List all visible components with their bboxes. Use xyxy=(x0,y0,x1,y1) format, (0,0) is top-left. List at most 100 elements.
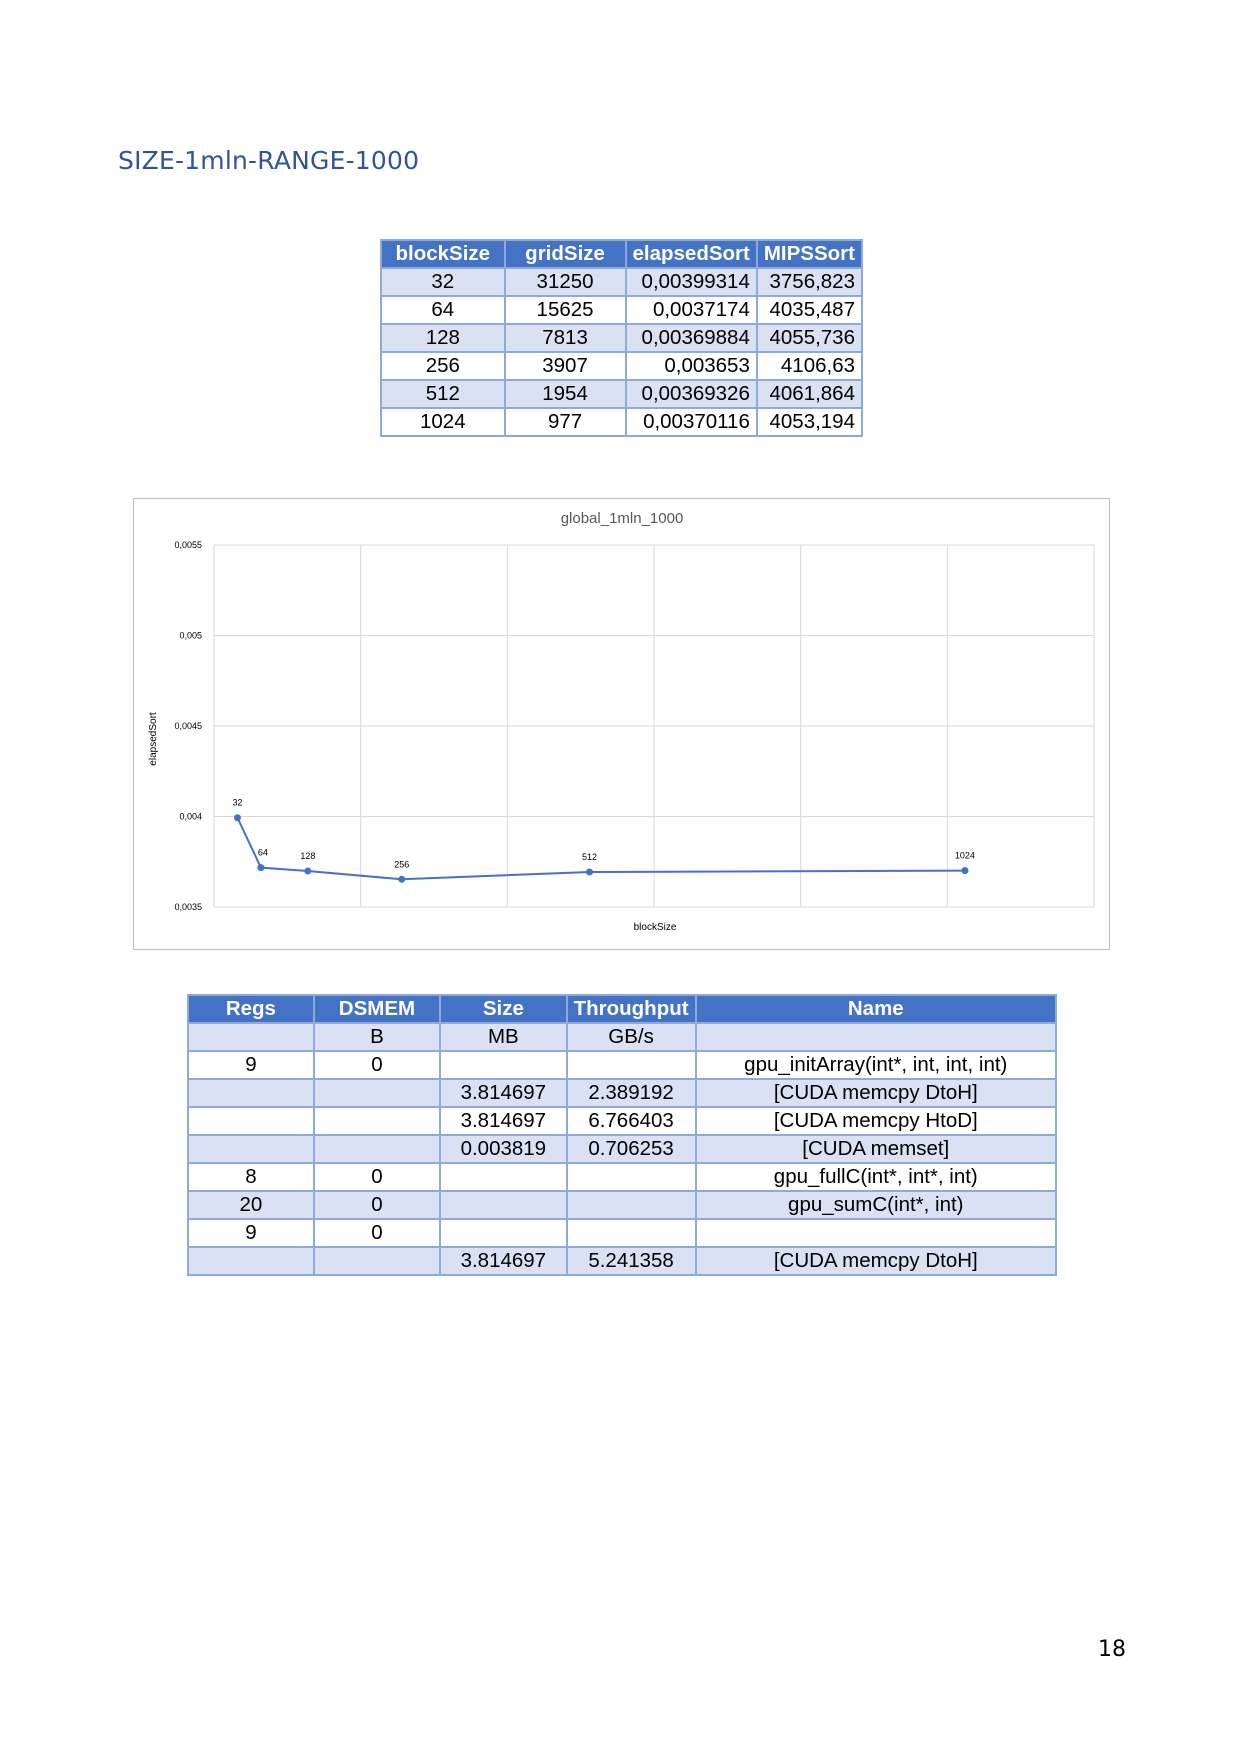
table-row: 3.814697 5.241358 [CUDA memcpy DtoH] xyxy=(187,1246,1058,1276)
cell-dsmem xyxy=(312,1134,442,1164)
cell-name: [CUDA memcpy DtoH] xyxy=(694,1246,1058,1276)
data-point xyxy=(398,875,406,883)
y-tick-label: 0,0035 xyxy=(174,902,202,912)
y-tick-label: 0,004 xyxy=(179,812,202,822)
cell-gridsize: 15625 xyxy=(503,295,627,325)
cell-mipssort: 3756,823 xyxy=(755,267,864,297)
profiler-table: Regs DSMEM Size Throughput Name B MB GB/… xyxy=(187,994,1058,1276)
header-mipssort: MIPSSort xyxy=(755,239,864,269)
table-row: 9 0 xyxy=(187,1218,1058,1248)
table-row: 32 31250 0,00399314 3756,823 xyxy=(380,267,864,297)
cell-size: 3.814697 xyxy=(439,1246,568,1276)
cell-regs: 9 xyxy=(187,1050,315,1080)
cell-dsmem: 0 xyxy=(312,1218,442,1248)
chart-title: global_1mln_1000 xyxy=(561,510,684,527)
cell-elapsedsort: 0,00370116 xyxy=(624,407,758,437)
cell-name: [CUDA memcpy HtoD] xyxy=(694,1106,1058,1136)
cell-elapsedsort: 0,00369884 xyxy=(624,323,758,353)
cell-regs xyxy=(187,1246,315,1276)
cell-regs xyxy=(187,1134,315,1164)
data-label: 256 xyxy=(394,859,409,869)
data-point xyxy=(233,814,241,822)
cell-regs xyxy=(187,1106,315,1136)
cell-mipssort: 4035,487 xyxy=(755,295,864,325)
cell-throughput: 5.241358 xyxy=(565,1246,697,1276)
header-elapsedsort: elapsedSort xyxy=(624,239,758,269)
data-point xyxy=(257,864,265,872)
cell-regs: 8 xyxy=(187,1162,315,1192)
table-row: 9 0 gpu_initArray(int*, int, int, int) xyxy=(187,1050,1058,1080)
header-throughput: Throughput xyxy=(565,994,697,1024)
chart-frame: global_1mln_1000 0,0035 0,004 0,0045 0,005 0… xyxy=(133,498,1110,950)
table-header-row: blockSize gridSize elapsedSort MIPSSort xyxy=(380,239,864,269)
units-row: B MB GB/s xyxy=(187,1022,1058,1052)
table-row: 8 0 gpu_fullC(int*, int*, int) xyxy=(187,1162,1058,1192)
cell-gridsize: 977 xyxy=(503,407,627,437)
data-point xyxy=(585,868,593,876)
cell-name xyxy=(694,1022,1058,1052)
data-label: 32 xyxy=(232,798,242,808)
cell-regs: 9 xyxy=(187,1218,315,1248)
series-line: 32 64 128 256 512 1024 xyxy=(232,798,975,883)
cell-size: 0.003819 xyxy=(439,1134,568,1164)
cell-dsmem: B xyxy=(312,1022,442,1052)
cell-name: gpu_initArray(int*, int, int, int) xyxy=(694,1050,1058,1080)
table-row: 512 1954 0,00369326 4061,864 xyxy=(380,379,864,409)
cell-gridsize: 7813 xyxy=(503,323,627,353)
cell-dsmem xyxy=(312,1106,442,1136)
section-heading: SIZE-1mln-RANGE-1000 xyxy=(118,146,420,175)
cell-size: 3.814697 xyxy=(439,1106,568,1136)
cell-name: gpu_fullC(int*, int*, int) xyxy=(694,1162,1058,1192)
cell-elapsedsort: 0,003653 xyxy=(624,351,758,381)
y-tick-label: 0,005 xyxy=(179,631,202,641)
cell-gridsize: 1954 xyxy=(503,379,627,409)
data-label: 64 xyxy=(258,848,268,858)
cell-regs xyxy=(187,1078,315,1108)
line-chart: global_1mln_1000 0,00350,0040,00450,0050… xyxy=(148,510,1095,933)
header-dsmem: DSMEM xyxy=(312,994,442,1024)
cell-blocksize: 1024 xyxy=(380,407,506,437)
cell-elapsedsort: 0,0037174 xyxy=(624,295,758,325)
data-point xyxy=(304,867,312,875)
table-row: 1024 977 0,00370116 4053,194 xyxy=(380,407,864,437)
cell-size: 3.814697 xyxy=(439,1078,568,1108)
cell-blocksize: 64 xyxy=(380,295,506,325)
header-blocksize: blockSize xyxy=(380,239,506,269)
cell-blocksize: 256 xyxy=(380,351,506,381)
data-label: 512 xyxy=(582,852,597,862)
data-point xyxy=(961,867,969,875)
data-label: 128 xyxy=(300,851,315,861)
x-axis-label: blockSize xyxy=(634,922,677,933)
y-axis: 0,0035 0,004 0,0045 0,005 0,0055 xyxy=(174,540,202,912)
cell-name: gpu_sumC(int*, int) xyxy=(694,1190,1058,1220)
cell-mipssort: 4061,864 xyxy=(755,379,864,409)
y-tick-label: 0,0045 xyxy=(174,721,202,731)
header-name: Name xyxy=(694,994,1058,1024)
page-number: 18 xyxy=(1098,1637,1126,1662)
series-path xyxy=(236,817,965,881)
cell-size xyxy=(439,1190,568,1220)
cell-size xyxy=(439,1050,568,1080)
table-row: 3.814697 6.766403 [CUDA memcpy HtoD] xyxy=(187,1106,1058,1136)
cell-name: [CUDA memset] xyxy=(694,1134,1058,1164)
cell-throughput: 2.389192 xyxy=(565,1078,697,1108)
cell-dsmem: 0 xyxy=(312,1190,442,1220)
table-row: 3.814697 2.389192 [CUDA memcpy DtoH] xyxy=(187,1078,1058,1108)
y-tick-label: 0,0055 xyxy=(174,540,202,550)
cell-name: [CUDA memcpy DtoH] xyxy=(694,1078,1058,1108)
cell-mipssort: 4053,194 xyxy=(755,407,864,437)
cell-regs xyxy=(187,1022,315,1052)
cell-mipssort: 4106,63 xyxy=(755,351,864,381)
y-axis-label: elapsedSort xyxy=(148,712,159,766)
cell-dsmem: 0 xyxy=(312,1162,442,1192)
cell-throughput: GB/s xyxy=(565,1022,697,1052)
data-label: 1024 xyxy=(955,851,975,861)
header-size: Size xyxy=(439,994,568,1024)
cell-mipssort: 4055,736 xyxy=(755,323,864,353)
cell-elapsedsort: 0,00399314 xyxy=(624,267,758,297)
cell-blocksize: 512 xyxy=(380,379,506,409)
cell-dsmem xyxy=(312,1246,442,1276)
cell-blocksize: 32 xyxy=(380,267,506,297)
cell-throughput xyxy=(565,1162,697,1192)
results-table: blockSize gridSize elapsedSort MIPSSort … xyxy=(380,239,864,437)
